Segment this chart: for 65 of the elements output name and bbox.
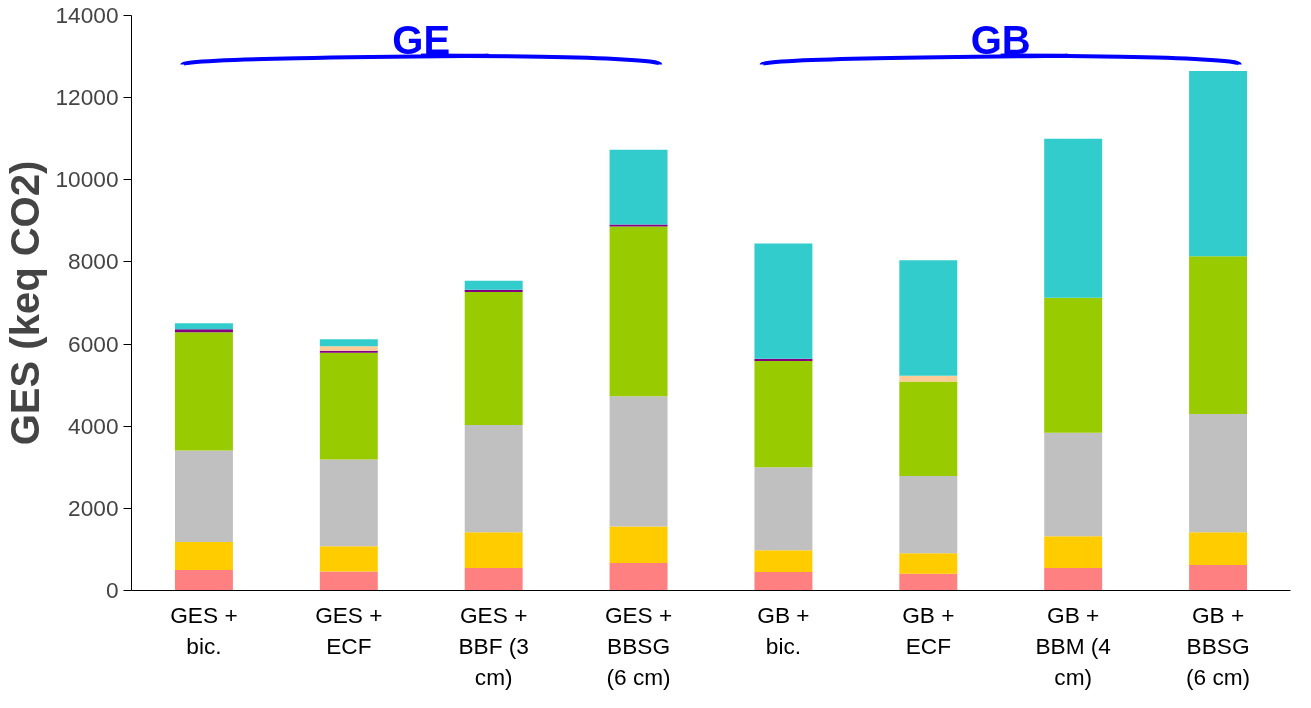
y-tick-label: 12000 (55, 84, 119, 111)
bar (1189, 565, 1248, 591)
y-axis-title: GES (keq CO2) (3, 160, 48, 446)
x-tick-label: GB + bic. (757, 601, 810, 659)
bar (464, 424, 523, 533)
bar (1189, 70, 1248, 257)
bar (609, 224, 668, 227)
x-tick-label: GES + bic. (170, 601, 238, 659)
bar (464, 291, 523, 425)
y-tick-label: 0 (105, 577, 119, 603)
bar (1189, 413, 1248, 533)
bar (174, 323, 233, 330)
bar (319, 339, 378, 347)
bar (319, 459, 378, 547)
bar (174, 332, 233, 451)
bar (899, 381, 958, 476)
bar (609, 396, 668, 527)
bar (319, 350, 378, 353)
bar (319, 346, 378, 351)
bar (609, 562, 668, 591)
y-tick-label: 8000 (68, 248, 119, 275)
bar (319, 352, 378, 460)
bar (464, 280, 523, 290)
x-tick-label: GB + BBM (4 cm) (1035, 601, 1111, 690)
bar (609, 226, 668, 397)
bar (754, 358, 813, 361)
x-tick-label: GES + BBF (3 cm) (458, 601, 529, 690)
bar (1189, 532, 1248, 566)
bar (174, 329, 233, 333)
bar (174, 542, 233, 570)
bar (319, 546, 378, 572)
x-tick-label: GB + BBSG (6 cm) (1185, 601, 1251, 690)
annotation: GE (392, 17, 451, 62)
y-tick-label: 10000 (55, 166, 119, 193)
bar (754, 467, 813, 551)
bar (609, 149, 668, 225)
bar (899, 573, 958, 591)
bar (754, 550, 813, 573)
y-tick-label: 14000 (55, 2, 119, 28)
bar (899, 475, 958, 554)
bar (319, 571, 378, 591)
y-tick-label: 6000 (68, 330, 119, 357)
x-tick-label: GB + ECF (902, 601, 955, 659)
bar (1044, 536, 1103, 568)
y-tick-label: 2000 (68, 494, 119, 521)
bar (1044, 138, 1103, 298)
bar (174, 569, 233, 591)
bar (464, 532, 523, 568)
bar (899, 553, 958, 574)
bar (464, 567, 523, 591)
bar (1044, 432, 1103, 537)
annotation: GB (970, 17, 1031, 62)
bar (1189, 256, 1248, 414)
y-tick-label: 4000 (68, 412, 119, 439)
bar (1044, 297, 1103, 433)
bar (754, 360, 813, 468)
bar (174, 450, 233, 543)
bar (754, 243, 813, 359)
x-tick-label: GES + BBSG (6 cm) (604, 601, 673, 690)
bar (754, 572, 813, 591)
bar (899, 260, 958, 376)
bar (1044, 567, 1103, 591)
bar (609, 526, 668, 563)
x-tick-label: GES + ECF (315, 601, 383, 659)
bar (464, 289, 523, 292)
